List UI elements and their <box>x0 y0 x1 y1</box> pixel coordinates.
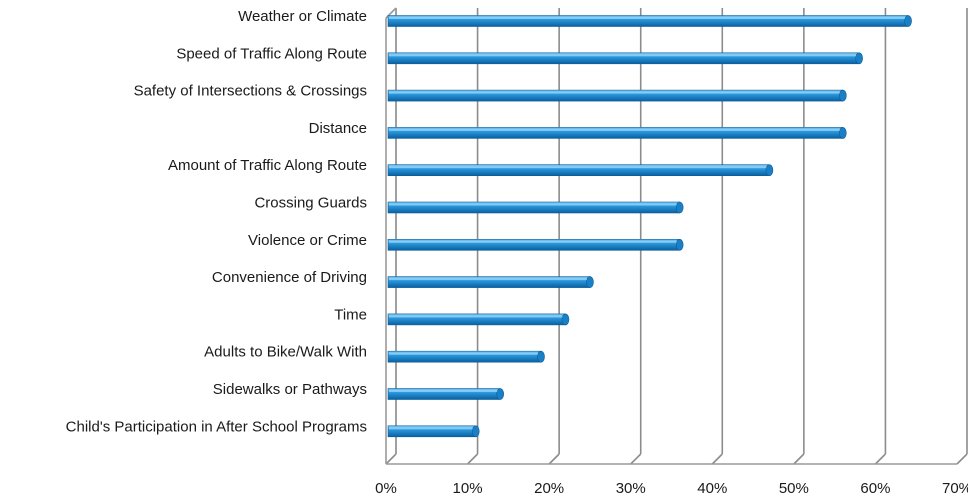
x-tick-label: 50% <box>779 480 809 497</box>
bar <box>387 350 545 363</box>
category-label: Time <box>334 306 367 323</box>
y-axis-top <box>385 7 397 19</box>
axes <box>385 7 957 465</box>
x-tick-label: 70% <box>942 480 968 497</box>
gridline <box>467 8 479 465</box>
bar <box>387 89 847 102</box>
bar <box>387 388 505 400</box>
x-tick-label: 20% <box>534 480 564 497</box>
x-tick-label: 10% <box>453 480 483 497</box>
category-label: Violence or Crime <box>248 232 367 249</box>
bar <box>387 239 684 251</box>
x-tick-label: 40% <box>697 480 727 497</box>
bars <box>387 15 912 438</box>
bar <box>387 276 594 288</box>
x-tick-labels: 0% 10% 20% 30% 40% 50% 60% 70% <box>375 480 968 497</box>
category-labels: Weather or Climate Speed of Traffic Along… <box>66 8 367 435</box>
category-label: Amount of Traffic Along Route <box>168 157 367 174</box>
bar <box>387 52 863 65</box>
bar <box>387 313 570 326</box>
gridline <box>711 8 724 465</box>
gridline <box>956 8 968 465</box>
x-tick-label: 30% <box>616 480 646 497</box>
bar <box>387 164 774 176</box>
gridline <box>548 8 560 465</box>
category-label: Safety of Intersections & Crossings <box>134 83 367 100</box>
gridline <box>630 8 642 465</box>
bar <box>387 425 480 438</box>
gridline <box>793 8 805 465</box>
gridlines <box>385 8 968 465</box>
category-label: Adults to Bike/Walk With <box>204 344 367 361</box>
gridline <box>874 8 887 465</box>
bar <box>387 201 684 214</box>
category-label: Sidewalks or Pathways <box>213 381 367 398</box>
x-tick-label: 60% <box>860 480 890 497</box>
category-label: Convenience of Driving <box>212 269 367 286</box>
category-label: Weather or Climate <box>238 8 367 25</box>
bar <box>387 15 912 27</box>
bar <box>387 127 847 139</box>
category-label: Distance <box>309 120 367 137</box>
category-label: Speed of Traffic Along Route <box>176 45 367 62</box>
category-label: Crossing Guards <box>254 195 367 212</box>
x-tick-label: 0% <box>375 480 397 497</box>
category-label: Child's Participation in After School Pr… <box>66 418 367 435</box>
